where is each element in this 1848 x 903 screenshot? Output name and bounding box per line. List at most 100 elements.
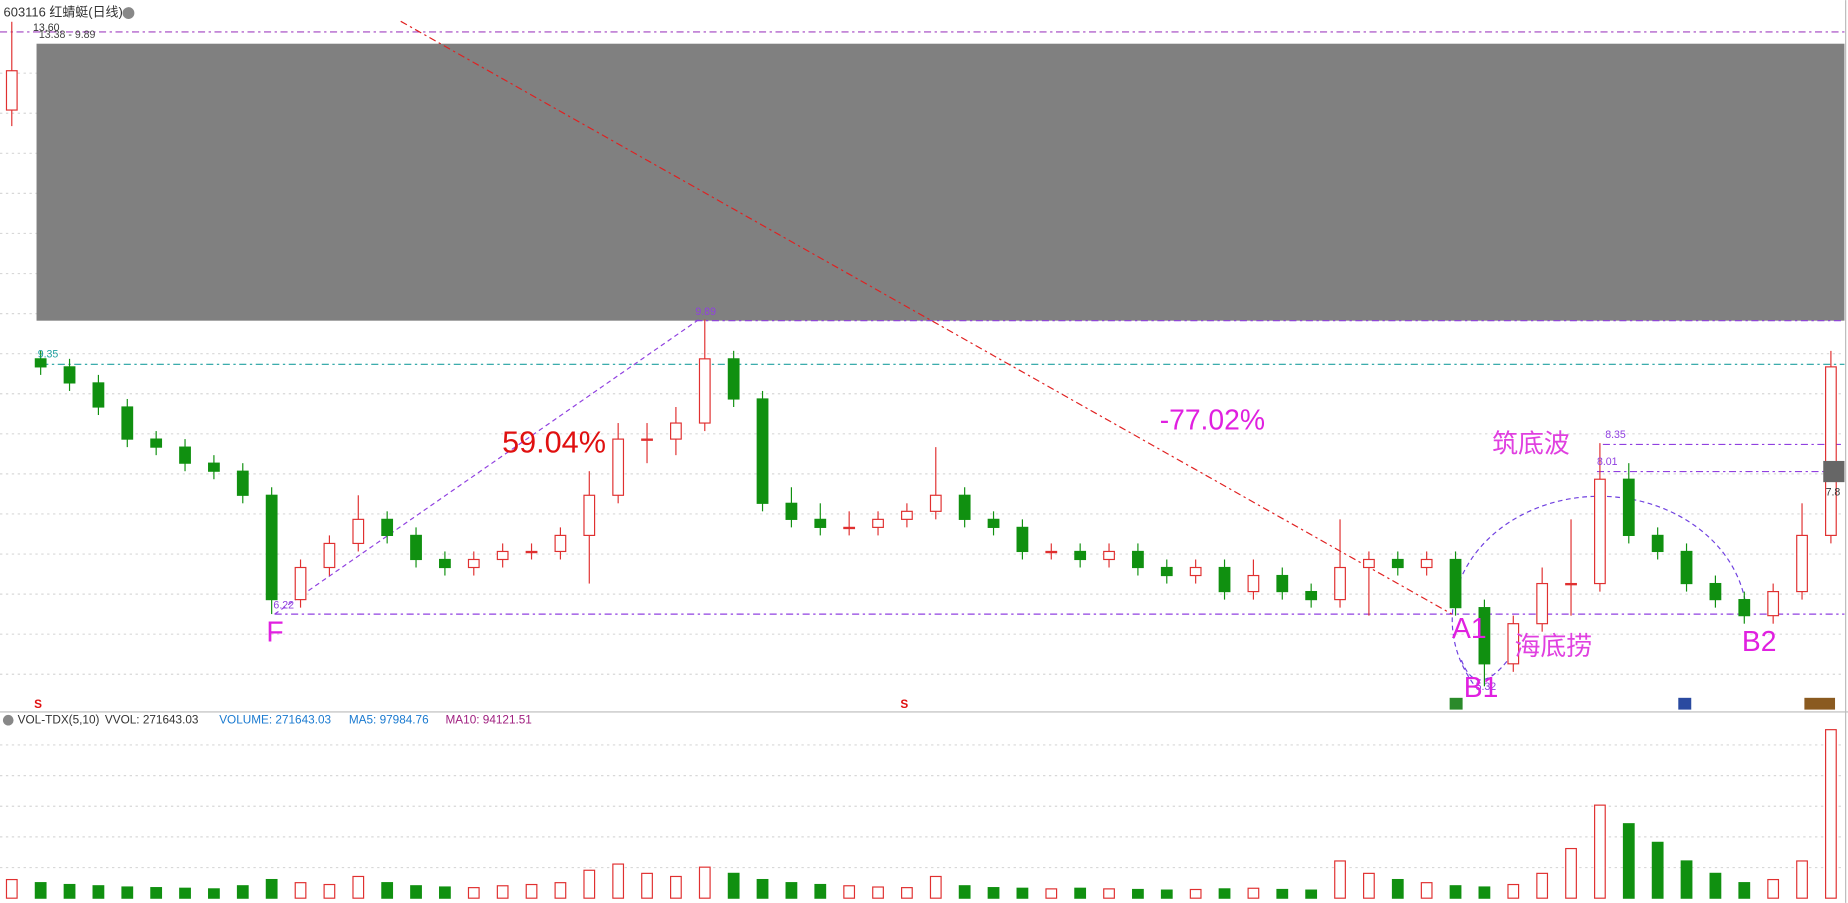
dropdown-icon[interactable] [2, 714, 14, 726]
volume-bar [1391, 878, 1404, 899]
candle-body [1680, 550, 1693, 585]
price-label: 8.35 [1605, 429, 1626, 441]
candle-body [1016, 526, 1029, 553]
price-label: 6.22 [273, 600, 294, 612]
volume-bar [1132, 888, 1144, 899]
dropdown-icon[interactable] [122, 7, 135, 19]
candle-body [1160, 566, 1173, 577]
volume-bar [1449, 885, 1462, 899]
candle-body [727, 358, 740, 400]
volume-bar [1189, 888, 1202, 899]
volume-bar [756, 878, 769, 899]
candle-body [381, 518, 394, 536]
candle-body [554, 534, 567, 553]
volume-bar [1103, 888, 1115, 899]
candle-body [323, 542, 336, 569]
volume-bar [1709, 872, 1722, 899]
event-icon[interactable] [1678, 697, 1692, 710]
box-label: 13.38 - 9.89 [39, 29, 96, 41]
trend-line [400, 20, 1453, 615]
volume-bar [1045, 888, 1058, 899]
candle-body [1536, 582, 1549, 625]
price-label: 13.60 [33, 22, 60, 34]
event-icon[interactable] [1804, 697, 1836, 710]
annotation: 海底捞 [1514, 632, 1592, 661]
volume-bar [1478, 886, 1491, 899]
candle-body [1449, 558, 1462, 609]
candle-body [843, 526, 856, 530]
volume-bar [958, 885, 971, 899]
candle-body [1565, 582, 1577, 586]
annotation: 筑底波 [1492, 429, 1570, 458]
candle-body [1709, 582, 1722, 601]
candle-body [612, 438, 625, 496]
candle-body [1189, 566, 1202, 577]
candle-body [698, 358, 711, 424]
candles [5, 21, 1837, 687]
candle-body [929, 494, 942, 512]
price-label: 5.32 [1476, 681, 1497, 693]
candle-body [1305, 590, 1318, 601]
candle-body [410, 534, 422, 561]
candle-body [872, 518, 884, 528]
volume-bar [410, 885, 422, 899]
indicator-name: VOL-TDX(5,10) [18, 713, 100, 726]
candle-body [92, 382, 105, 408]
candle-body [641, 438, 653, 441]
candle-body [34, 358, 47, 368]
volume-bar [1565, 847, 1577, 899]
signal-marker: S [34, 698, 42, 711]
volume-bar [929, 875, 942, 899]
volume-bar [1680, 860, 1693, 899]
candle-body [583, 494, 596, 536]
candle-body [352, 518, 365, 545]
volume-bar [236, 885, 249, 899]
candle-body [814, 518, 827, 528]
annotation: 59.04% [502, 426, 606, 460]
volume-bar [525, 883, 538, 899]
candle-body [236, 470, 249, 496]
price-label: 7.8 [1826, 487, 1841, 499]
volume-bar [727, 872, 740, 899]
price-label: 8.01 [1597, 456, 1618, 468]
annotation: -77.02% [1160, 404, 1265, 436]
volume-bar [612, 863, 625, 899]
volume-bar [1767, 878, 1780, 899]
event-icon[interactable] [1449, 697, 1463, 710]
volume-bar [1622, 823, 1635, 899]
volume-bar [265, 878, 278, 899]
volume-bar [34, 882, 47, 899]
candle-body [1132, 550, 1144, 569]
candle-body [1247, 574, 1260, 593]
volume-bar [1507, 883, 1520, 899]
candle-body [1767, 590, 1780, 617]
volume-bar [1651, 841, 1664, 899]
volume-bar [1305, 889, 1318, 899]
candle-body [496, 550, 509, 561]
candle-body [1218, 566, 1231, 593]
volume-bar [1825, 729, 1837, 899]
candle-body [901, 510, 913, 520]
candle-body [1651, 534, 1664, 553]
indicator-value: VVOL: 271643.03 [105, 713, 199, 726]
volume-bar [1276, 888, 1289, 899]
volume-bar [179, 887, 191, 899]
candle-body [525, 550, 538, 554]
annotation: A1 [1452, 612, 1487, 644]
chart-title: 603116 红蜻蜓(日线) [4, 4, 123, 19]
annotation: F [266, 616, 283, 648]
candle-body [467, 558, 480, 569]
candle-body [670, 422, 682, 440]
candle-body [987, 518, 1000, 528]
volume-bar [63, 883, 76, 899]
annotation: B2 [1742, 625, 1777, 657]
gap-box [36, 43, 1845, 321]
volume-bar [208, 888, 220, 899]
candle-body [1507, 623, 1520, 665]
candle-body [1420, 558, 1433, 569]
candle-body [1334, 566, 1346, 601]
volume-bar [150, 887, 163, 899]
volume-bar [5, 878, 18, 899]
candle-body [785, 502, 798, 520]
